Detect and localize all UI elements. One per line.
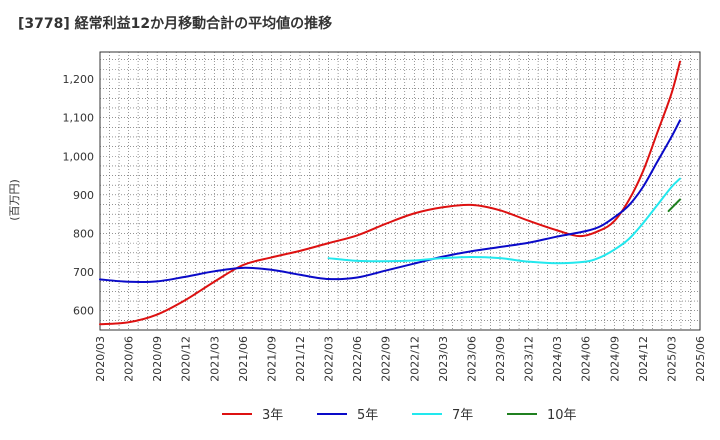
x-tick-label: 2021/12	[294, 336, 307, 382]
x-tick-label: 2024/03	[551, 336, 564, 382]
x-tick-label: 2020/12	[180, 336, 193, 382]
y-tick-label: 1,100	[63, 112, 95, 125]
y-tick-label: 900	[73, 189, 94, 202]
x-tick-label: 2024/12	[637, 336, 650, 382]
x-tick-label: 2025/06	[694, 336, 707, 382]
x-tick-label: 2021/06	[237, 336, 250, 382]
legend: 3年 5年 7年 10年	[222, 408, 577, 423]
grid	[99, 51, 701, 331]
x-tick-label: 2021/09	[265, 336, 278, 382]
x-tick-label: 2022/03	[323, 336, 336, 382]
legend-label-2: 5年	[357, 408, 378, 423]
series-line-3	[327, 177, 681, 265]
x-tick-label: 2024/09	[608, 336, 621, 382]
y-axis-label: (百万円)	[8, 179, 21, 221]
x-tick-label: 2020/09	[151, 336, 164, 382]
chart-title: [3778] 経常利益12か月移動合計の平均値の推移	[18, 15, 332, 32]
y-tick-label: 600	[73, 305, 94, 318]
y-tick-label: 700	[73, 266, 94, 279]
legend-label-1: 3年	[262, 408, 283, 423]
plot-border	[99, 51, 701, 331]
x-tick-label: 2022/12	[408, 336, 421, 382]
x-tick-label: 2023/03	[437, 336, 450, 382]
legend-label-4: 10年	[547, 408, 577, 423]
x-tick-label: 2021/03	[208, 336, 221, 382]
y-tick-label: 1,000	[63, 150, 95, 163]
x-tick-label: 2023/09	[494, 336, 507, 382]
series-layer	[99, 60, 681, 326]
y-tick-label: 800	[73, 227, 94, 240]
legend-label-3: 7年	[452, 408, 473, 423]
x-tick-label: 2023/06	[465, 336, 478, 382]
x-tick-label: 2023/12	[523, 336, 536, 382]
series-line-1	[99, 60, 681, 326]
x-tick-label: 2020/06	[123, 336, 136, 382]
x-tick-label: 2024/06	[580, 336, 593, 382]
axes: 600 700 800 900 1,000 1,100 1,200 2020/03 2020/0…	[63, 73, 708, 382]
y-tick-label: 1,200	[63, 73, 95, 86]
x-tick-label: 2025/03	[665, 336, 678, 382]
series-line-2	[99, 119, 681, 283]
x-tick-label: 2022/06	[351, 336, 364, 382]
series-line-4	[667, 198, 681, 213]
x-tick-label: 2022/09	[380, 336, 393, 382]
x-tick-label: 2020/03	[94, 336, 107, 382]
